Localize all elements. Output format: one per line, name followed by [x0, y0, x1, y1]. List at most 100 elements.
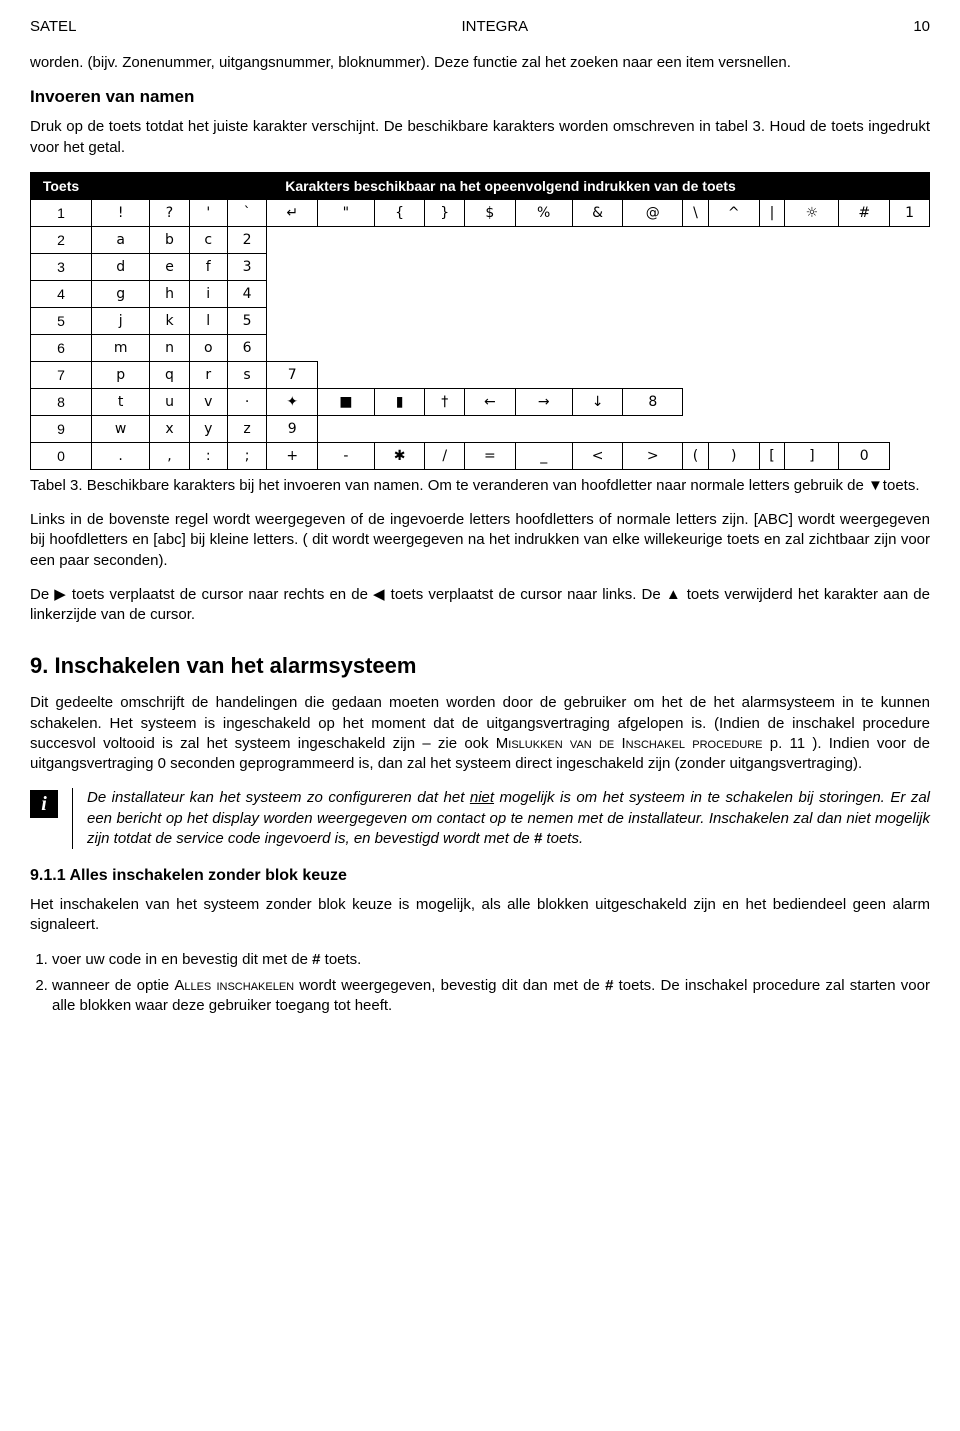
- empty-cell: [464, 334, 515, 361]
- para-5: Dit gedeelte omschrijft de handelingen d…: [30, 693, 930, 774]
- char-cell: c: [189, 226, 227, 253]
- char-cell: 2: [227, 226, 267, 253]
- char-cell: ): [708, 442, 759, 469]
- empty-cell: [890, 442, 930, 469]
- char-cell: d: [92, 253, 150, 280]
- empty-cell: [374, 307, 425, 334]
- empty-cell: [839, 280, 890, 307]
- char-cell: n: [150, 334, 189, 361]
- char-cell: ■: [318, 388, 375, 415]
- empty-cell: [708, 307, 759, 334]
- empty-cell: [515, 226, 572, 253]
- empty-cell: [425, 415, 465, 442]
- char-cell: 7: [267, 361, 318, 388]
- empty-cell: [623, 253, 683, 280]
- empty-cell: [683, 415, 709, 442]
- heading-invoeren: Invoeren van namen: [30, 87, 930, 107]
- empty-cell: [623, 226, 683, 253]
- table-row: 4ghi4: [31, 280, 930, 307]
- char-cell: x: [150, 415, 189, 442]
- char-cell: %: [515, 199, 572, 226]
- empty-cell: [759, 388, 785, 415]
- char-cell: ←: [464, 388, 515, 415]
- empty-cell: [839, 388, 890, 415]
- para-2: Druk op de toets totdat het juiste karak…: [30, 117, 930, 158]
- header-center: INTEGRA: [462, 18, 529, 35]
- heading-911: 9.1.1 Alles inschakelen zonder blok keuz…: [30, 867, 930, 885]
- empty-cell: [890, 253, 930, 280]
- empty-cell: [464, 361, 515, 388]
- empty-cell: [515, 307, 572, 334]
- empty-cell: [890, 280, 930, 307]
- char-cell: e: [150, 253, 189, 280]
- char-cell: →: [515, 388, 572, 415]
- empty-cell: [425, 253, 465, 280]
- char-cell: +: [267, 442, 318, 469]
- char-cell: ↓: [572, 388, 623, 415]
- char-cell: l: [189, 307, 227, 334]
- empty-cell: [572, 307, 623, 334]
- key-cell: 5: [31, 307, 92, 334]
- empty-cell: [785, 253, 839, 280]
- empty-cell: [839, 415, 890, 442]
- th-key: Toets: [31, 172, 92, 199]
- char-cell: o: [189, 334, 227, 361]
- empty-cell: [623, 334, 683, 361]
- char-cell: !: [92, 199, 150, 226]
- char-cell: b: [150, 226, 189, 253]
- empty-cell: [267, 280, 318, 307]
- empty-cell: [572, 415, 623, 442]
- empty-cell: [708, 415, 759, 442]
- empty-cell: [890, 334, 930, 361]
- table-row: 2abc2: [31, 226, 930, 253]
- char-cell: 0: [839, 442, 890, 469]
- char-cell: ▮: [374, 388, 425, 415]
- empty-cell: [839, 307, 890, 334]
- empty-cell: [785, 280, 839, 307]
- empty-cell: [759, 415, 785, 442]
- char-cell: a: [92, 226, 150, 253]
- char-cell: p: [92, 361, 150, 388]
- empty-cell: [318, 253, 375, 280]
- char-cell: ,: [150, 442, 189, 469]
- empty-cell: [759, 280, 785, 307]
- empty-cell: [572, 226, 623, 253]
- char-cell: =: [464, 442, 515, 469]
- char-cell: >: [623, 442, 683, 469]
- empty-cell: [267, 307, 318, 334]
- para-intro: worden. (bijv. Zonenummer, uitgangsnumme…: [30, 53, 930, 73]
- empty-cell: [572, 253, 623, 280]
- table-caption: Tabel 3. Beschikbare karakters bij het i…: [30, 476, 930, 496]
- key-cell: 6: [31, 334, 92, 361]
- char-cell: #: [839, 199, 890, 226]
- empty-cell: [464, 253, 515, 280]
- char-cell: u: [150, 388, 189, 415]
- char-cell: (: [683, 442, 709, 469]
- char-cell: †: [425, 388, 465, 415]
- empty-cell: [683, 253, 709, 280]
- char-cell: y: [189, 415, 227, 442]
- empty-cell: [425, 226, 465, 253]
- char-cell: -: [318, 442, 375, 469]
- char-cell: v: [189, 388, 227, 415]
- empty-cell: [839, 361, 890, 388]
- empty-cell: [785, 307, 839, 334]
- empty-cell: [708, 361, 759, 388]
- table-row: 3def3: [31, 253, 930, 280]
- table-row: 9wxyz9: [31, 415, 930, 442]
- char-cell: k: [150, 307, 189, 334]
- empty-cell: [890, 226, 930, 253]
- empty-cell: [572, 280, 623, 307]
- steps-list: voer uw code in en bevestig dit met de #…: [30, 950, 930, 1017]
- th-rest: Karakters beschikbaar na het opeenvolgen…: [92, 172, 930, 199]
- header-right: 10: [913, 18, 930, 35]
- char-cell: r: [189, 361, 227, 388]
- empty-cell: [623, 361, 683, 388]
- empty-cell: [374, 226, 425, 253]
- empty-cell: [267, 334, 318, 361]
- char-cell: @: [623, 199, 683, 226]
- table-row: 7pqrs7: [31, 361, 930, 388]
- heading-9: 9. Inschakelen van het alarmsysteem: [30, 653, 930, 679]
- char-cell: 9: [267, 415, 318, 442]
- empty-cell: [839, 226, 890, 253]
